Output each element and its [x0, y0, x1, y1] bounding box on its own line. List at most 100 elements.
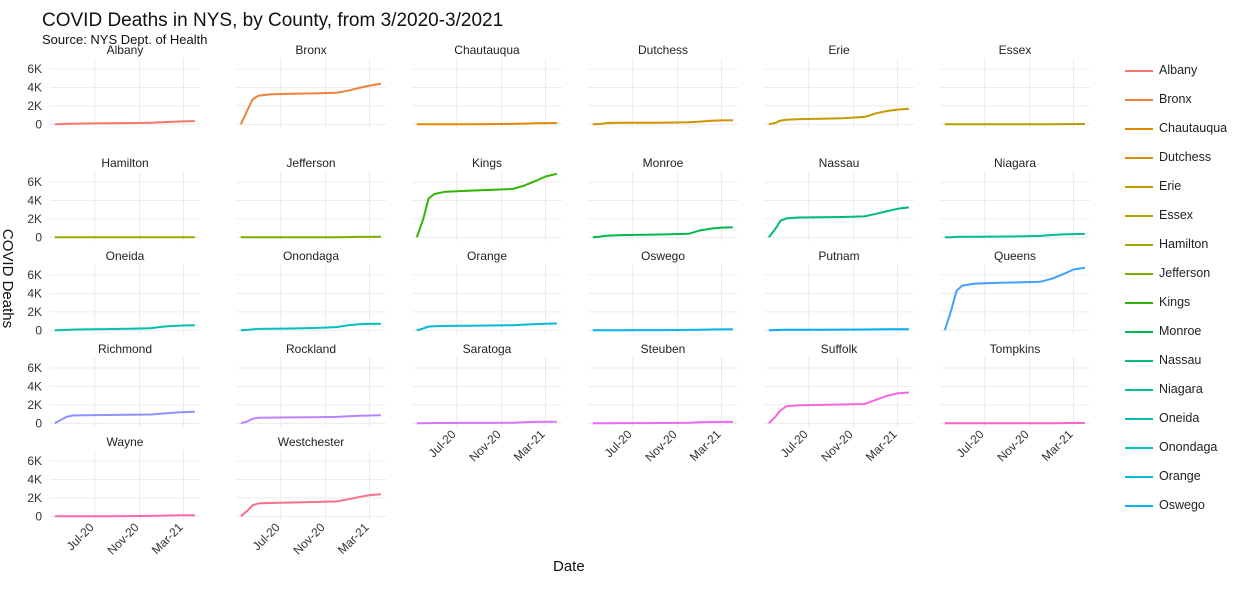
- y-tick-label: 6K: [27, 268, 42, 282]
- series-line: [592, 420, 733, 425]
- series-line: [54, 324, 195, 332]
- series-line: [768, 391, 909, 425]
- x-tick-label: Mar-21: [335, 520, 372, 557]
- legend-item[interactable]: Essex: [1122, 203, 1244, 232]
- legend-label: Oneida: [1159, 411, 1200, 425]
- x-tick-label: Nov-20: [290, 520, 327, 557]
- legend-item[interactable]: Onondaga: [1122, 435, 1244, 464]
- series-line: [592, 328, 733, 332]
- facet-title: Monroe: [643, 156, 684, 170]
- legend-swatch: [1125, 505, 1153, 507]
- legend-label: Albany: [1159, 63, 1198, 77]
- y-tick-label: 4K: [27, 286, 42, 300]
- legend-label: Nassau: [1159, 353, 1202, 367]
- x-tick-label: Mar-21: [511, 427, 548, 464]
- y-tick-label: 0: [35, 416, 42, 430]
- legend-item[interactable]: Bronx: [1122, 87, 1244, 116]
- y-tick-label: 4K: [27, 379, 42, 393]
- series-line: [944, 232, 1085, 239]
- facet-title: Tompkins: [990, 342, 1041, 356]
- legend-swatch: [1125, 302, 1153, 304]
- facet-panel: Hamilton 0 2K 4K 6K: [27, 156, 200, 244]
- chart-subtitle: Source: NYS Dept. of Health: [42, 32, 208, 47]
- legend-item[interactable]: Hamilton: [1122, 232, 1244, 261]
- legend-item[interactable]: Niagara: [1122, 377, 1244, 406]
- series-line: [768, 107, 909, 126]
- legend-swatch: [1125, 273, 1153, 275]
- legend-item[interactable]: Monroe: [1122, 319, 1244, 348]
- legend-item[interactable]: Chautauqua: [1122, 116, 1244, 145]
- facet-panel: Niagara: [940, 156, 1090, 241]
- facet-title: Westchester: [278, 435, 344, 449]
- facet-title: Orange: [467, 249, 507, 263]
- x-tick-label: Nov-20: [994, 427, 1031, 464]
- x-axis-label: Date: [553, 558, 585, 575]
- series-line: [54, 120, 195, 126]
- facet-panel: Jefferson: [236, 156, 386, 241]
- series-line: [416, 322, 557, 332]
- legend-label: Jefferson: [1159, 266, 1211, 280]
- series-line: [592, 226, 733, 239]
- facet-panel: Orange: [412, 249, 562, 334]
- legend-item[interactable]: Erie: [1122, 174, 1244, 203]
- x-tick-label: Nov-20: [642, 427, 679, 464]
- legend-item[interactable]: Oneida: [1122, 406, 1244, 435]
- y-tick-label: 2K: [27, 99, 42, 113]
- y-tick-label: 0: [35, 117, 42, 131]
- legend-label: Hamilton: [1159, 237, 1209, 251]
- series-line: [415, 172, 558, 238]
- legend-label: Dutchess: [1159, 150, 1212, 164]
- legend-label: Monroe: [1159, 324, 1202, 338]
- legend-swatch: [1125, 331, 1153, 333]
- y-tick-label: 4K: [27, 193, 42, 207]
- legend-item[interactable]: Dutchess: [1122, 145, 1244, 174]
- facet-panel: Erie: [764, 43, 914, 128]
- y-tick-label: 6K: [27, 454, 42, 468]
- chart-title: COVID Deaths in NYS, by County, from 3/2…: [42, 10, 504, 31]
- series-line: [240, 414, 381, 425]
- facet-panel: Albany 0 2K 4K 6K: [27, 43, 200, 131]
- facet-panel: Steuben Jul-20 Nov-20 Mar-21: [588, 342, 738, 464]
- facet-title: Albany: [107, 43, 144, 57]
- series-line: [54, 410, 195, 425]
- legend-item[interactable]: Jefferson: [1122, 261, 1244, 290]
- legend-swatch: [1125, 186, 1153, 188]
- legend-item[interactable]: Oswego: [1122, 493, 1244, 522]
- legend-item[interactable]: Albany: [1122, 58, 1244, 87]
- facet-panel: Westchester Jul-20 Nov-20 Mar-21: [236, 435, 386, 557]
- facet-title: Onondaga: [283, 249, 339, 263]
- series-line: [416, 420, 557, 425]
- facet-title: Chautauqua: [454, 43, 520, 57]
- y-tick-label: 6K: [27, 175, 42, 189]
- legend-label: Erie: [1159, 179, 1182, 193]
- facet-panel: Oneida 0 2K 4K 6K: [27, 249, 200, 337]
- facet-panel: Essex: [940, 43, 1090, 128]
- legend-item[interactable]: Kings: [1122, 290, 1244, 319]
- x-tick-label: Jul-20: [954, 427, 987, 460]
- facet-panel: Oswego: [588, 249, 738, 334]
- facet-panel: Suffolk Jul-20 Nov-20 Mar-21: [764, 342, 914, 464]
- facet-chart: Albany 0 2K 4K 6K Bronx Chautauqua Dutchess Erie…: [27, 43, 1090, 557]
- facet-title: Jefferson: [286, 156, 335, 170]
- facet-panel: Chautauqua: [412, 43, 562, 128]
- facet-title: Richmond: [98, 342, 152, 356]
- x-tick-label: Mar-21: [687, 427, 724, 464]
- x-tick-label: Mar-21: [149, 520, 186, 557]
- y-tick-label: 6K: [27, 361, 42, 375]
- legend-item[interactable]: Orange: [1122, 464, 1244, 493]
- facet-title: Erie: [828, 43, 850, 57]
- series-line: [943, 266, 1086, 331]
- facet-panel: Richmond 0 2K 4K 6K: [27, 342, 200, 430]
- x-tick-label: Mar-21: [863, 427, 900, 464]
- facet-title: Steuben: [641, 342, 686, 356]
- legend-swatch: [1125, 447, 1153, 449]
- facet-title: Dutchess: [638, 43, 688, 57]
- facet-panel: Monroe: [588, 156, 738, 241]
- x-tick-label: Mar-21: [1039, 427, 1076, 464]
- facet-title: Oneida: [106, 249, 145, 263]
- legend-item[interactable]: Nassau: [1122, 348, 1244, 377]
- facet-title: Nassau: [819, 156, 860, 170]
- y-tick-label: 2K: [27, 305, 42, 319]
- legend[interactable]: Albany Bronx Chautauqua Dutchess Erie Essex Ha…: [1122, 58, 1244, 522]
- legend-swatch: [1125, 128, 1153, 130]
